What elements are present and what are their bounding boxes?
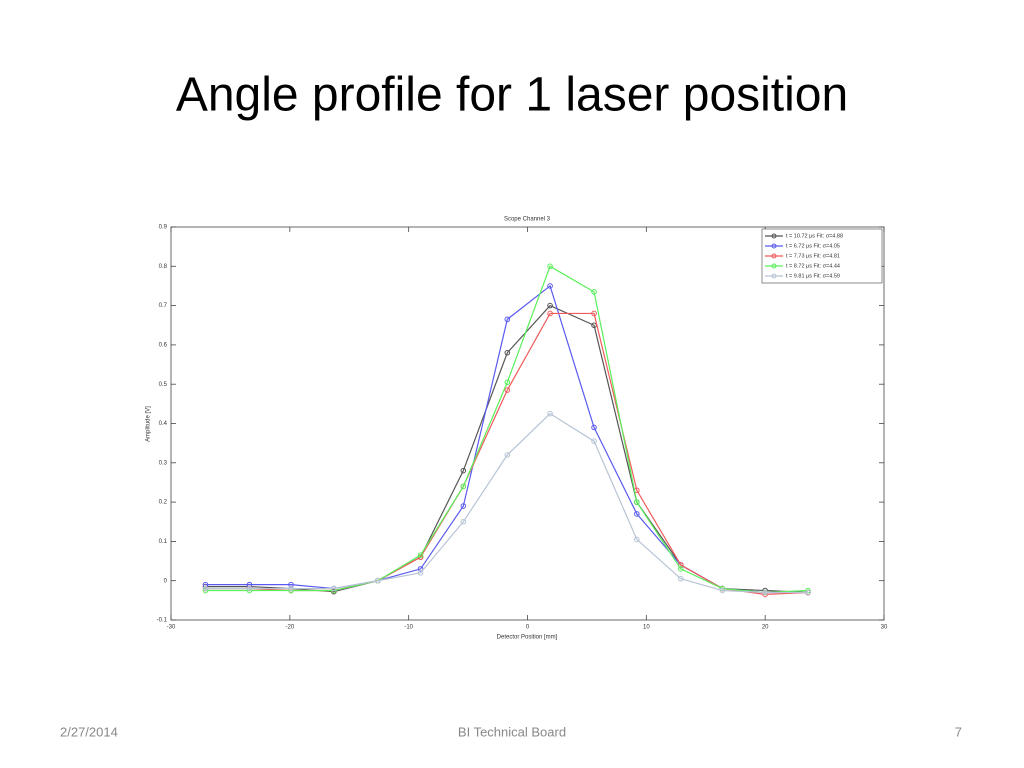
- data-point: [547, 302, 553, 309]
- data-point: [634, 536, 640, 543]
- data-point: [634, 511, 640, 517]
- y-tick-label: 0.4: [159, 421, 168, 427]
- data-point: [762, 589, 768, 596]
- data-point: [246, 581, 253, 588]
- y-tick-label: 0.2: [159, 500, 168, 506]
- legend-marker: [771, 273, 777, 279]
- y-tick-label: -0.1: [157, 618, 168, 624]
- data-point: [634, 499, 640, 505]
- y-tick-label: 0: [164, 578, 168, 584]
- data-point: [547, 283, 553, 289]
- data-point: [504, 349, 511, 356]
- legend-marker: [771, 243, 777, 249]
- data-point: [547, 410, 553, 417]
- legend-marker: [771, 253, 777, 259]
- data-point: [504, 316, 511, 323]
- y-axis-label: Amplitude [V]: [146, 406, 152, 442]
- x-tick-label: 10: [643, 625, 650, 631]
- legend-marker: [771, 233, 777, 239]
- x-tick-label: 20: [762, 625, 769, 631]
- data-point: [677, 566, 684, 572]
- data-point: [591, 289, 597, 295]
- x-tick-label: -20: [285, 625, 294, 631]
- data-point: [460, 518, 467, 525]
- legend-label: t = 6.72 μs Fit: σ=4.05: [786, 243, 840, 249]
- x-tick-label: 0: [526, 625, 530, 631]
- data-point: [504, 452, 511, 458]
- data-point: [504, 379, 511, 386]
- data-point: [288, 581, 294, 588]
- y-tick-label: 0.5: [159, 382, 168, 388]
- series-line: [205, 265, 808, 594]
- legend-label: t = 8.72 μs Fit: σ=4.44: [786, 263, 840, 269]
- page-number: 7: [955, 724, 962, 739]
- x-tick-label: -30: [167, 625, 176, 631]
- data-point: [805, 589, 811, 596]
- data-point: [591, 310, 597, 317]
- legend-label: t = 10.72 μs Fit: σ=4.88: [786, 233, 843, 239]
- y-tick-label: 0.3: [159, 460, 168, 466]
- data-point: [417, 566, 424, 572]
- slide-title: Angle profile for 1 laser position: [176, 69, 848, 122]
- data-point: [288, 585, 294, 592]
- x-tick-label: 30: [881, 625, 888, 631]
- data-point: [417, 570, 424, 576]
- data-point: [677, 575, 684, 582]
- data-point: [374, 577, 381, 584]
- y-tick-label: 0.7: [159, 303, 168, 309]
- y-tick-label: 0.9: [159, 225, 168, 231]
- data-point: [460, 467, 467, 474]
- data-point: [719, 587, 726, 594]
- x-axis-label: Detector Position [mm]: [497, 635, 558, 641]
- legend-label: t = 7.73 μs Fit: σ=4.81: [786, 253, 840, 259]
- date: 2/27/2014: [60, 724, 118, 739]
- data-point: [504, 387, 511, 393]
- data-point: [331, 585, 337, 592]
- data-point: [591, 424, 597, 431]
- y-tick-label: 0.1: [159, 539, 168, 545]
- data-point: [460, 503, 467, 509]
- legend-marker: [771, 263, 777, 269]
- y-tick-label: 0.6: [159, 342, 168, 348]
- x-tick-label: -10: [404, 625, 413, 631]
- chart-title: Scope Channel 3: [504, 217, 551, 223]
- data-point: [202, 585, 209, 592]
- data-point: [591, 438, 597, 444]
- data-point: [460, 483, 467, 490]
- legend-label: t = 9.81 μs Fit: σ=4.59: [786, 273, 840, 279]
- data-point: [547, 310, 553, 317]
- data-point: [417, 552, 424, 558]
- data-point: [246, 585, 253, 592]
- series-line: [205, 412, 808, 594]
- data-point: [202, 581, 209, 588]
- y-tick-label: 0.8: [159, 264, 168, 270]
- footer: BI Technical Board: [458, 724, 566, 739]
- data-point: [547, 263, 553, 270]
